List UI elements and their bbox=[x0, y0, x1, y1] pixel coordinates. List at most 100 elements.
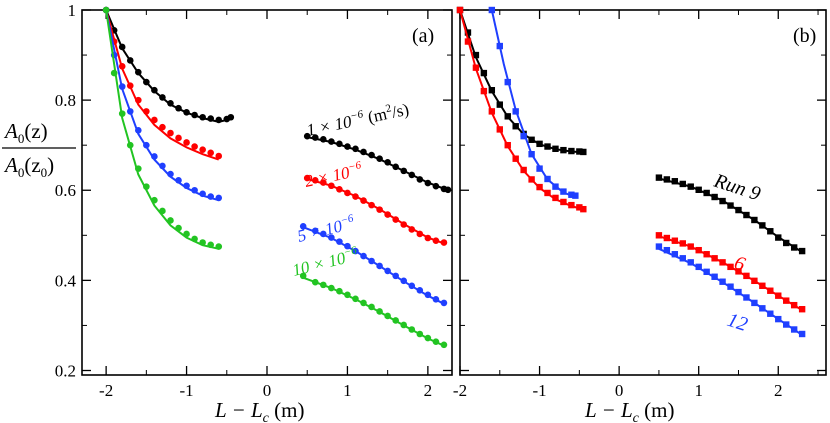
data-point bbox=[118, 83, 126, 90]
data-point bbox=[767, 310, 774, 317]
data-point bbox=[320, 230, 327, 238]
data-point bbox=[783, 321, 790, 328]
y-axis-label: A0(z) A0(z0) bbox=[2, 119, 76, 180]
data-point bbox=[135, 127, 142, 134]
data-point bbox=[376, 308, 383, 315]
data-point bbox=[110, 69, 118, 77]
data-point bbox=[480, 87, 488, 95]
x-tick-label-b: 2 bbox=[774, 381, 783, 400]
data-point bbox=[520, 132, 527, 140]
data-point bbox=[767, 287, 774, 294]
x-axis-label-b: L − Lc (m) bbox=[584, 398, 674, 423]
data-point bbox=[400, 221, 408, 228]
data-point bbox=[376, 155, 383, 163]
data-point bbox=[528, 176, 535, 183]
data-point bbox=[328, 182, 335, 190]
data-point bbox=[580, 148, 587, 156]
data-point bbox=[655, 243, 663, 250]
data-point bbox=[560, 146, 567, 154]
data-point bbox=[496, 126, 503, 133]
data-point bbox=[544, 143, 551, 150]
data-point bbox=[488, 6, 496, 14]
data-point bbox=[311, 278, 319, 286]
y-tick-label: 0.6 bbox=[55, 181, 76, 200]
data-point bbox=[143, 108, 150, 115]
panel-b-label: (b) bbox=[793, 25, 816, 47]
annotation-5e-6: 5 × 10−6 bbox=[295, 212, 357, 246]
data-point bbox=[679, 240, 686, 247]
data-point bbox=[444, 186, 452, 194]
data-point bbox=[135, 165, 142, 172]
data-point bbox=[735, 206, 742, 214]
data-point bbox=[687, 243, 694, 250]
data-point bbox=[344, 242, 351, 250]
data-point bbox=[336, 238, 343, 245]
data-point bbox=[679, 255, 686, 262]
data-point bbox=[743, 272, 750, 280]
data-point bbox=[408, 171, 416, 179]
data-point bbox=[311, 227, 319, 235]
data-point bbox=[719, 259, 726, 266]
data-point bbox=[703, 268, 710, 276]
data-point bbox=[384, 211, 391, 218]
y-tick-label: 0.4 bbox=[55, 271, 77, 290]
data-point bbox=[311, 177, 319, 184]
data-point bbox=[759, 222, 766, 229]
x-tick-label-b: 1 bbox=[694, 381, 703, 400]
data-point bbox=[199, 190, 206, 198]
data-point bbox=[576, 204, 583, 211]
data-point bbox=[464, 29, 472, 36]
data-point bbox=[416, 176, 424, 183]
data-point bbox=[207, 241, 214, 249]
data-point bbox=[191, 111, 198, 119]
data-point bbox=[159, 123, 166, 131]
data-point bbox=[360, 148, 367, 156]
data-point bbox=[424, 291, 432, 299]
fit-line bbox=[105, 9, 219, 202]
data-point bbox=[368, 151, 375, 159]
x-tick-label-a: -1 bbox=[179, 381, 193, 400]
data-point bbox=[528, 150, 535, 158]
data-point bbox=[512, 123, 519, 130]
data-point bbox=[790, 301, 798, 309]
series-a-1 bbox=[102, 6, 448, 246]
data-point bbox=[143, 183, 150, 190]
panel-b: -2 -1 0 1 2 (b) Run 9 6 12 bbox=[453, 6, 827, 400]
data-point bbox=[191, 235, 198, 243]
data-point bbox=[392, 317, 399, 324]
y-tick-label: 1 bbox=[68, 1, 77, 20]
data-point bbox=[663, 246, 671, 254]
data-point bbox=[320, 281, 327, 289]
data-point bbox=[344, 291, 351, 299]
data-point bbox=[544, 189, 551, 197]
data-point bbox=[336, 287, 343, 295]
panel-a-series bbox=[102, 6, 452, 349]
panel-b-frame bbox=[459, 9, 827, 376]
data-point bbox=[408, 326, 416, 333]
data-point bbox=[126, 141, 134, 149]
data-point bbox=[376, 206, 383, 213]
data-point bbox=[151, 153, 158, 160]
data-point bbox=[352, 145, 359, 153]
data-point bbox=[143, 141, 150, 149]
data-point bbox=[424, 234, 432, 242]
data-point bbox=[215, 116, 223, 124]
data-point bbox=[751, 299, 758, 307]
data-point bbox=[183, 230, 190, 238]
panel-b-series bbox=[456, 6, 806, 338]
data-point bbox=[671, 237, 679, 244]
data-point bbox=[384, 312, 391, 320]
data-point bbox=[528, 136, 535, 143]
data-point bbox=[135, 96, 142, 104]
x-tick-label-b: -1 bbox=[532, 381, 546, 400]
data-point bbox=[687, 259, 694, 266]
y-tick-label: 0.2 bbox=[55, 361, 76, 380]
data-point bbox=[560, 188, 567, 195]
data-point bbox=[695, 246, 702, 254]
data-point bbox=[336, 140, 343, 148]
data-point bbox=[175, 104, 182, 112]
data-point bbox=[191, 186, 198, 194]
data-point bbox=[488, 87, 496, 94]
data-point bbox=[496, 42, 503, 50]
data-point bbox=[775, 315, 782, 323]
